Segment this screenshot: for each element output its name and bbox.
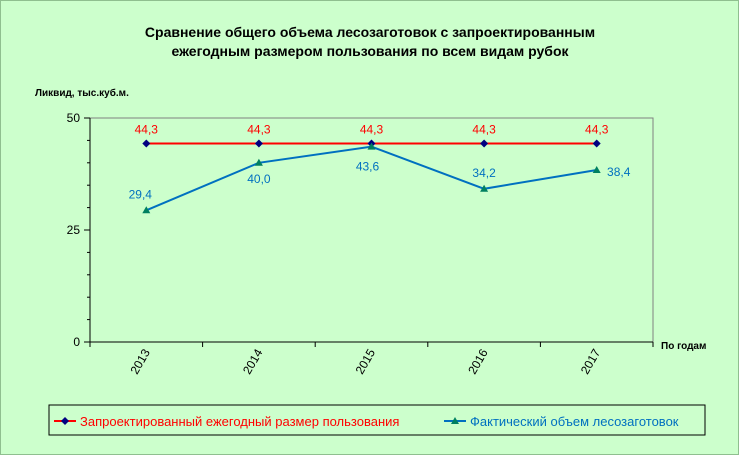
data-label: 38,4 xyxy=(607,165,631,179)
data-point-triangle xyxy=(254,158,263,166)
plot-area: 0 25 50 2013 2014 2015 2016 2017 44,3 44,3 44,3 44,… xyxy=(67,111,654,377)
x-tick-label: 2013 xyxy=(127,346,153,376)
data-point-triangle xyxy=(367,142,376,150)
legend-box xyxy=(48,404,706,436)
data-label: 29,4 xyxy=(129,187,153,201)
legend-label: Запроектированный ежегодный размер польз… xyxy=(80,414,399,429)
y-axis-label: Ликвид, тыс.куб.м. xyxy=(35,87,129,99)
legend: Запроектированный ежегодный размер польз… xyxy=(54,414,679,429)
y-tick-label: 50 xyxy=(67,111,81,125)
data-point-triangle xyxy=(480,184,489,192)
x-tick-label: 2016 xyxy=(465,346,491,376)
data-label: 44,3 xyxy=(247,123,271,137)
x-tick-label: 2014 xyxy=(240,346,266,376)
data-point-diamond xyxy=(254,139,263,148)
data-point-diamond xyxy=(592,139,601,148)
data-point-diamond xyxy=(142,139,151,148)
data-label: 40,0 xyxy=(247,172,271,186)
data-label: 44,3 xyxy=(472,123,496,137)
data-point-triangle xyxy=(142,206,151,214)
data-label: 44,3 xyxy=(135,123,159,137)
data-label: 44,3 xyxy=(360,123,384,137)
chart-title-line-1: Сравнение общего объема лесозаготовок с … xyxy=(145,24,595,40)
data-label: 34,2 xyxy=(472,166,496,180)
x-tick-label: 2017 xyxy=(578,346,604,376)
plot-frame xyxy=(89,117,654,343)
data-label: 43,6 xyxy=(356,160,380,174)
legend-label: Фактический объем лесозаготовок xyxy=(470,414,679,429)
series-line xyxy=(145,145,597,212)
legend-marker-triangle xyxy=(451,417,459,424)
x-axis-label: По годам xyxy=(661,341,706,352)
y-tick-label: 25 xyxy=(67,223,81,237)
legend-marker-diamond xyxy=(61,417,69,425)
data-label: 44,3 xyxy=(585,123,609,137)
data-point-diamond xyxy=(480,139,489,148)
chart-title-line-2: ежегодным размером пользования по всем в… xyxy=(171,43,569,59)
y-tick-label: 0 xyxy=(73,335,80,349)
x-tick-label: 2015 xyxy=(353,346,379,376)
data-point-triangle xyxy=(592,165,601,173)
